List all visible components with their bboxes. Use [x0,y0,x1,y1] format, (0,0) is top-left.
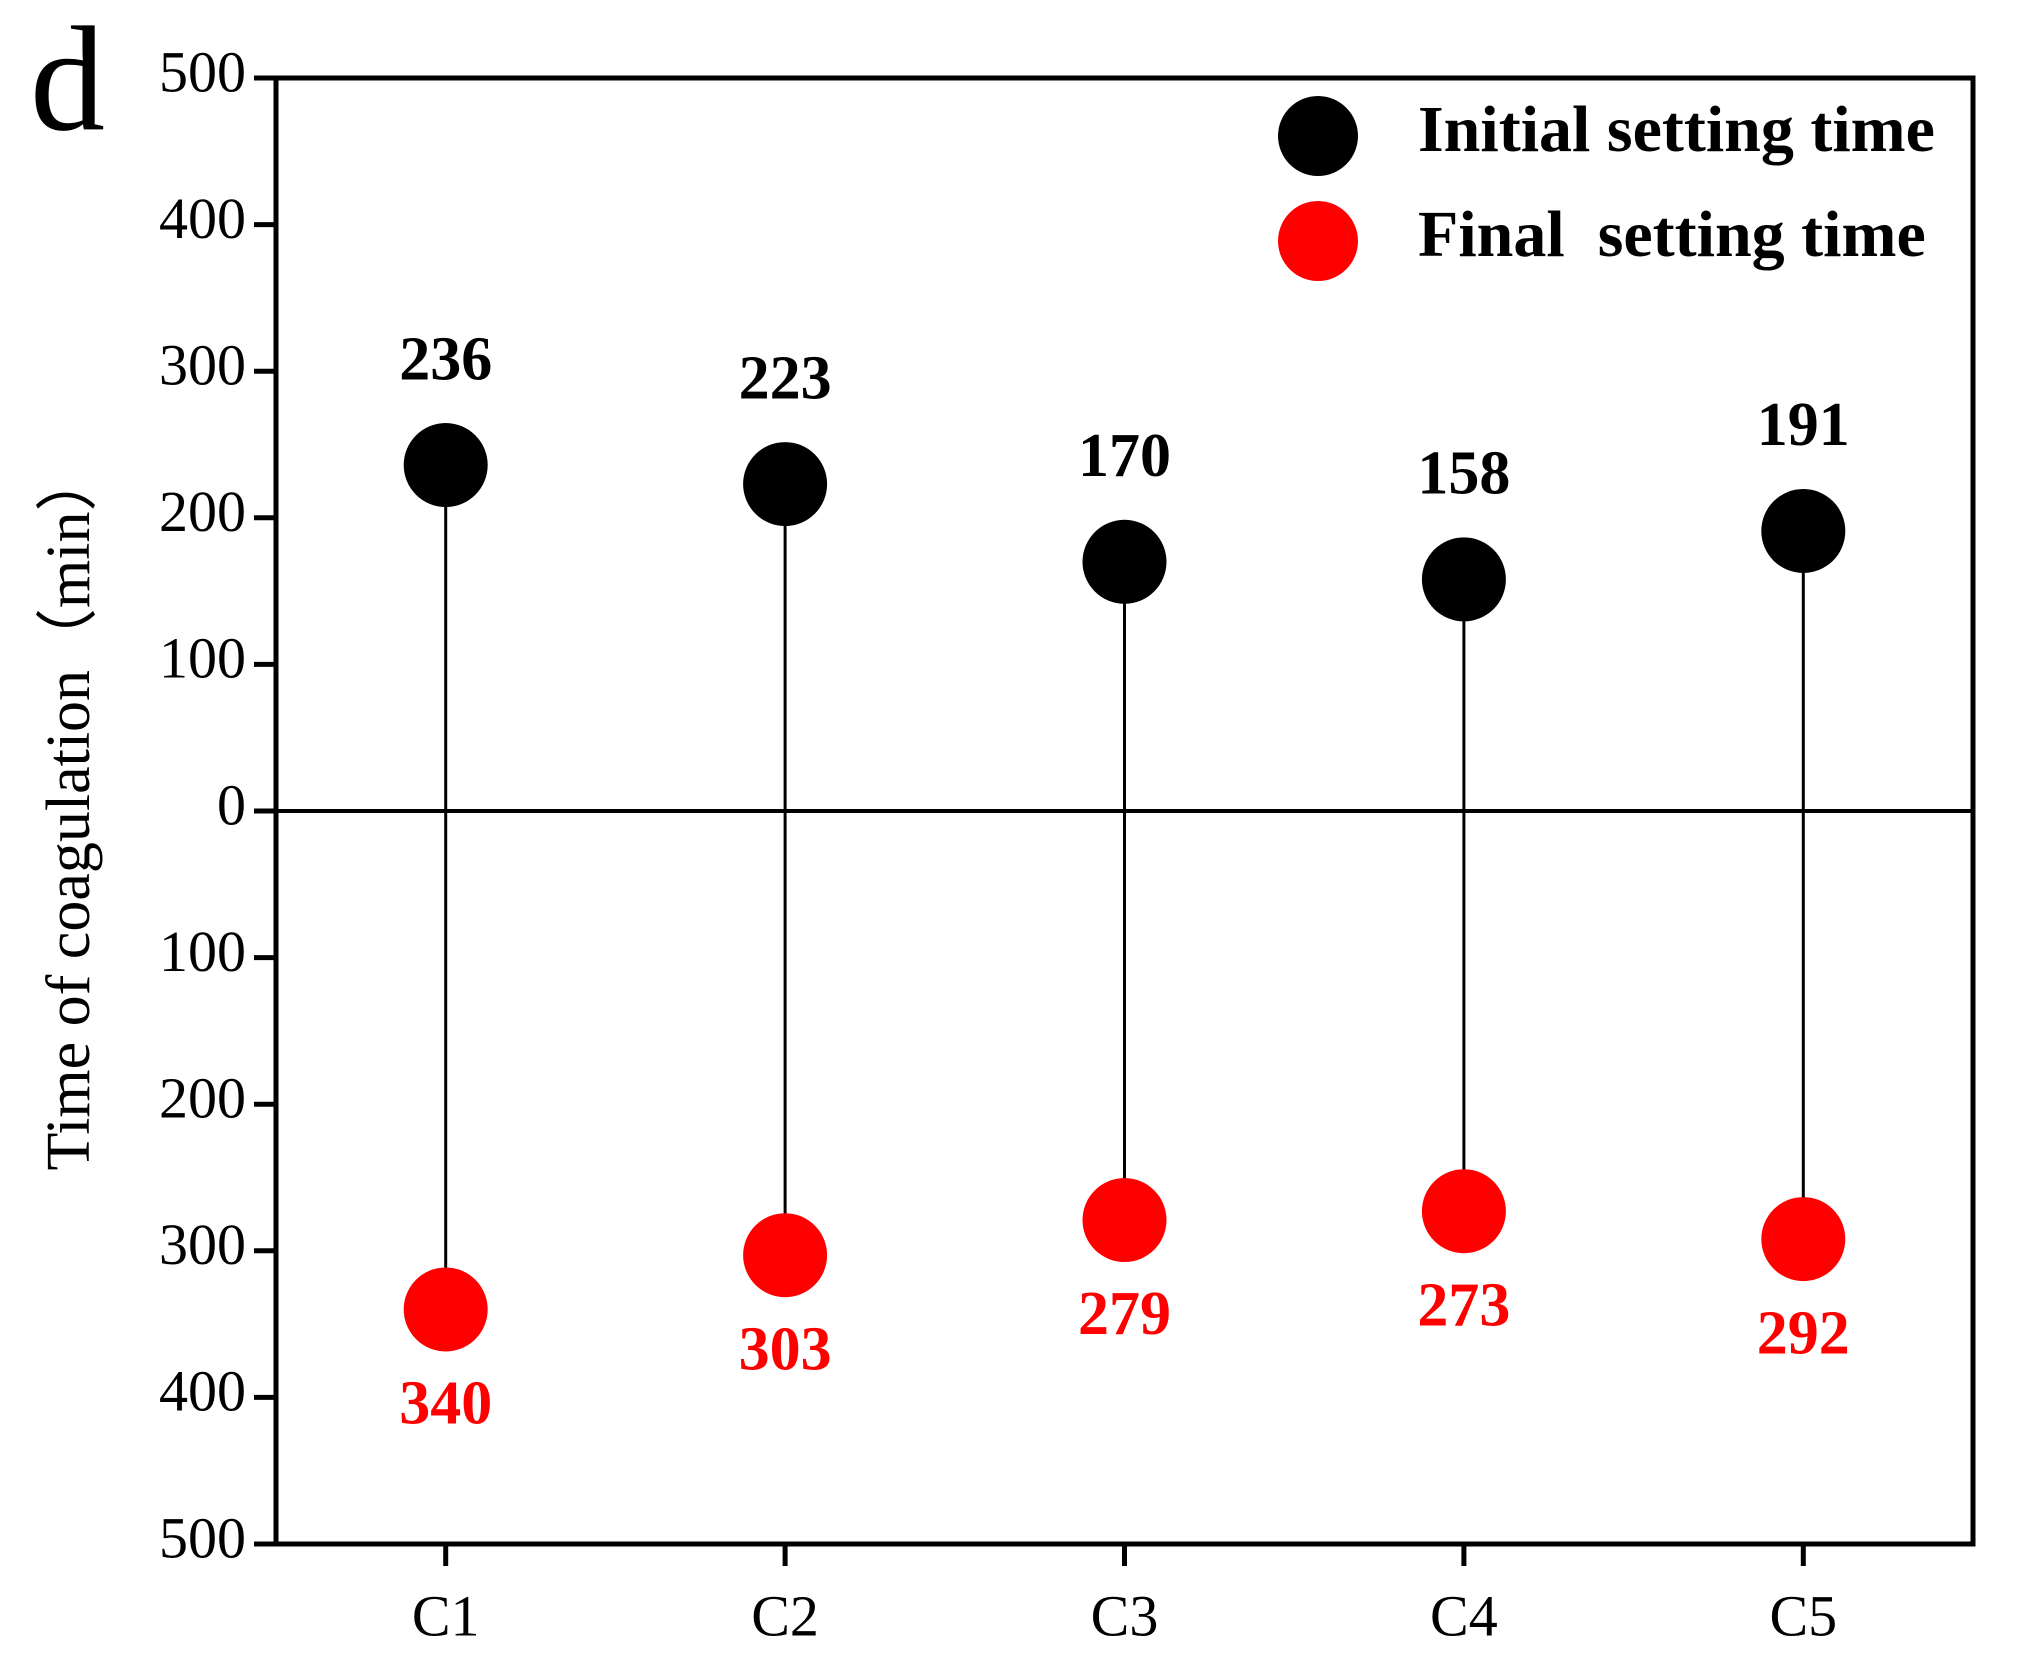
data-label: 279 [1078,1280,1171,1348]
data-label: 340 [399,1370,492,1438]
dot [1421,1169,1506,1254]
legend-label: Initial setting time [1418,93,1935,166]
y-tick-label: 500 [159,1505,246,1570]
data-label: 292 [1757,1299,1850,1367]
panel-label: d [30,0,105,162]
y-tick-label: 200 [159,1066,246,1131]
dot [1082,1178,1167,1263]
y-tick-label: 0 [217,772,246,837]
y-tick-label: 500 [159,39,246,104]
dot [1761,488,1846,573]
legend-marker [1278,96,1358,176]
dot [1082,519,1167,604]
legend-marker [1278,201,1358,281]
legend-label: Final setting time [1418,198,1926,271]
dot [1761,1197,1846,1282]
x-tick-label: C5 [1769,1583,1837,1648]
data-label: 170 [1078,422,1171,490]
y-tick-label: 400 [159,186,246,251]
x-tick-label: C2 [751,1583,819,1648]
data-label: 158 [1417,440,1510,508]
data-label: 191 [1757,391,1850,459]
dot [403,423,488,508]
x-tick-label: C3 [1091,1583,1159,1648]
y-tick-label: 300 [159,1212,246,1277]
x-tick-label: C1 [412,1583,480,1648]
dot [1421,537,1506,622]
dot [743,442,828,527]
y-tick-label: 100 [159,626,246,691]
y-tick-label: 100 [159,919,246,984]
y-axis-label: Time of coagulation（min） [35,450,103,1171]
data-label: 236 [399,325,492,393]
x-tick-label: C4 [1430,1583,1498,1648]
data-label: 223 [739,344,832,412]
y-tick-label: 400 [159,1359,246,1424]
dot [743,1213,828,1298]
y-tick-label: 200 [159,479,246,544]
data-label: 303 [739,1315,832,1383]
y-tick-label: 300 [159,333,246,398]
data-label: 273 [1417,1271,1510,1339]
dot [403,1267,488,1352]
